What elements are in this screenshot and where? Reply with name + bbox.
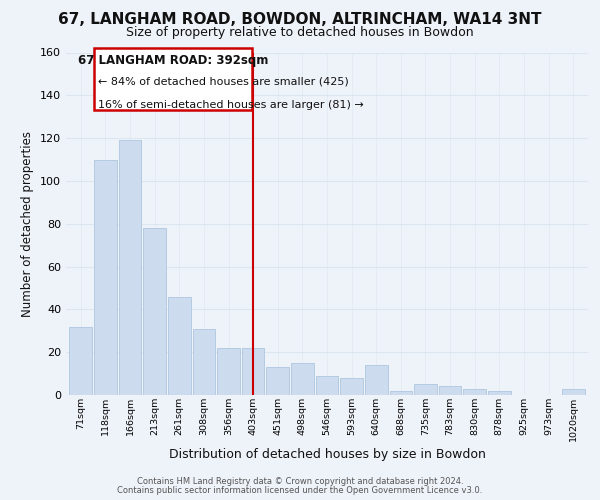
Text: ← 84% of detached houses are smaller (425): ← 84% of detached houses are smaller (42…	[98, 76, 349, 86]
FancyBboxPatch shape	[94, 48, 252, 110]
Bar	[217, 348, 240, 395]
Bar	[168, 296, 191, 395]
Bar	[562, 388, 584, 395]
Text: Contains HM Land Registry data © Crown copyright and database right 2024.: Contains HM Land Registry data © Crown c…	[137, 477, 463, 486]
Bar	[439, 386, 461, 395]
Bar	[316, 376, 338, 395]
Text: 67 LANGHAM ROAD: 392sqm: 67 LANGHAM ROAD: 392sqm	[78, 54, 268, 66]
Text: 67, LANGHAM ROAD, BOWDON, ALTRINCHAM, WA14 3NT: 67, LANGHAM ROAD, BOWDON, ALTRINCHAM, WA…	[58, 12, 542, 28]
Bar	[414, 384, 437, 395]
Bar	[119, 140, 142, 395]
Bar	[242, 348, 265, 395]
Y-axis label: Number of detached properties: Number of detached properties	[22, 130, 34, 317]
Bar	[94, 160, 117, 395]
Bar	[266, 367, 289, 395]
Bar	[340, 378, 363, 395]
Bar	[365, 365, 388, 395]
Bar	[389, 390, 412, 395]
Bar	[193, 328, 215, 395]
X-axis label: Distribution of detached houses by size in Bowdon: Distribution of detached houses by size …	[169, 448, 485, 460]
Bar	[488, 390, 511, 395]
Bar	[70, 326, 92, 395]
Bar	[463, 388, 486, 395]
Text: Contains public sector information licensed under the Open Government Licence v3: Contains public sector information licen…	[118, 486, 482, 495]
Text: Size of property relative to detached houses in Bowdon: Size of property relative to detached ho…	[126, 26, 474, 39]
Bar	[291, 363, 314, 395]
Text: 16% of semi-detached houses are larger (81) →: 16% of semi-detached houses are larger (…	[98, 100, 364, 110]
Bar	[143, 228, 166, 395]
